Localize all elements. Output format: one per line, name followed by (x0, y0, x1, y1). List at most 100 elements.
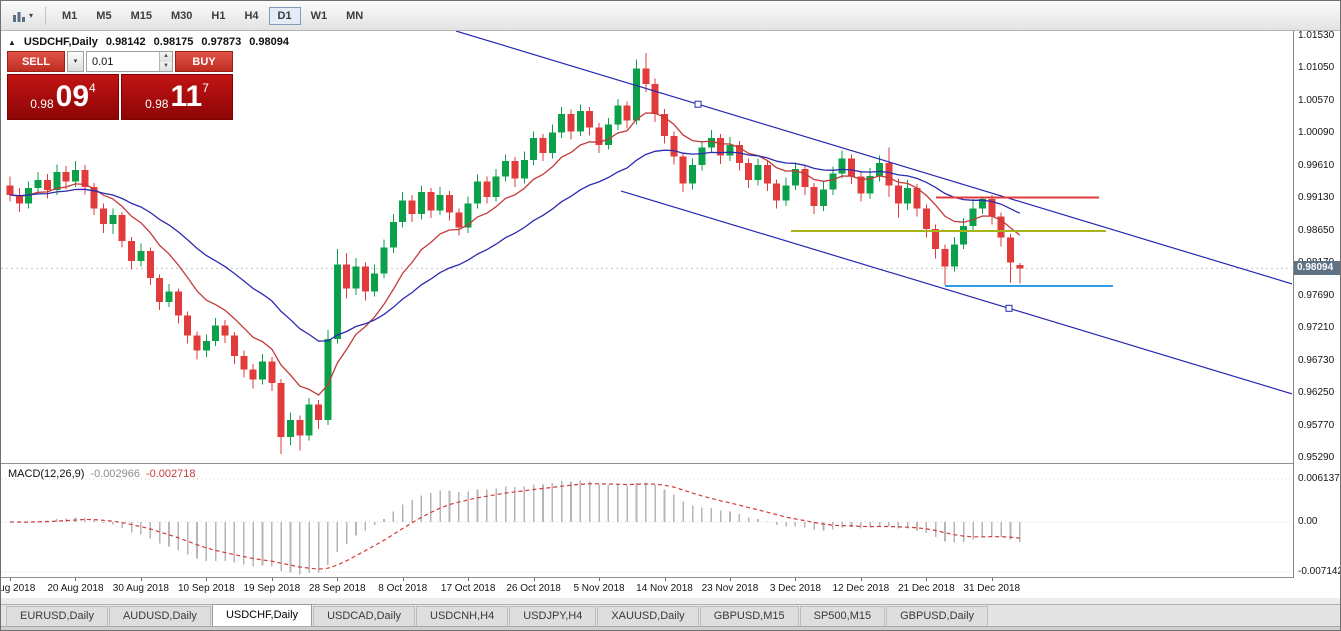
candle (455, 212, 463, 228)
tab-xauusd-daily[interactable]: XAUUSD,Daily (597, 606, 699, 626)
price-chart-canvas[interactable] (1, 31, 1292, 463)
timeframe-toolbar: ▾ M1 M5 M15 M30 H1 H4 D1 W1 MN (1, 1, 1340, 31)
tab-gbpusd-daily[interactable]: GBPUSD,Daily (886, 606, 989, 626)
tab-usdcad-daily[interactable]: USDCAD,Daily (313, 606, 416, 626)
chart-area: ▲ USDCHF,Daily 0.98142 0.98175 0.97873 0… (1, 30, 1340, 598)
candle (165, 291, 173, 302)
volume-decrease-button[interactable]: ▼ (159, 61, 172, 71)
candle (782, 185, 790, 201)
price-axis-label: 0.97690 (1298, 289, 1335, 301)
channel-trendline (455, 31, 1292, 285)
candle (53, 171, 61, 191)
date-tick (860, 578, 862, 581)
sell-button[interactable]: SELL (7, 51, 65, 72)
buy-price-box[interactable]: 0.98 11 7 (121, 74, 233, 120)
date-axis[interactable]: 8 Aug 2018 20 Aug 2018 30 Aug 2018 10 Sep 2… (1, 578, 1340, 598)
candle (502, 161, 510, 177)
chart-ohlc-header: ▲ USDCHF,Daily 0.98142 0.98175 0.97873 0… (8, 36, 289, 48)
candle (763, 165, 771, 184)
candle (773, 183, 781, 201)
sell-price-pip: 4 (89, 81, 96, 95)
chart-bars-icon (13, 11, 25, 22)
date-tick (664, 578, 666, 581)
date-tick (271, 578, 273, 581)
candle (100, 208, 107, 225)
candle (118, 215, 126, 241)
timeframe-button-m30[interactable]: M30 (170, 10, 193, 22)
price-axis-label: 0.98650 (1298, 224, 1335, 236)
timeframe-button-h4[interactable]: H4 (244, 10, 259, 22)
date-tick (402, 578, 404, 581)
timeframe-buttons: M1 M5 M15 M30 H1 H4 D1 W1 MN (53, 6, 373, 25)
candle (670, 136, 678, 157)
date-tick (468, 578, 470, 581)
chart-symbol-label: USDCHF,Daily (23, 36, 98, 48)
timeframe-button-d1[interactable]: D1 (268, 7, 301, 25)
price-axis-label: 1.00570 (1298, 94, 1335, 106)
tab-usdcnh-h4[interactable]: USDCNH,H4 (416, 606, 509, 626)
tab-audusd-daily[interactable]: AUDUSD,Daily (108, 606, 211, 626)
chart-macd-separator[interactable] (1, 463, 1340, 464)
candle (137, 251, 145, 262)
price-axis[interactable]: 1.01530 1.01050 1.00570 1.00090 0.99610 0.991… (1293, 30, 1340, 578)
candle (679, 156, 687, 184)
candle (932, 228, 940, 250)
date-tick (991, 578, 993, 581)
buy-price-prefix: 0.98 (145, 97, 169, 111)
candle (642, 68, 650, 85)
candle (857, 176, 865, 194)
candle (754, 165, 762, 181)
candle (268, 361, 276, 383)
candle (71, 169, 79, 182)
candle (876, 163, 884, 176)
date-axis-label: 5 Nov 2018 (573, 583, 625, 594)
candle (305, 404, 313, 436)
macd-signal-line (9, 483, 1020, 570)
candle (904, 188, 912, 204)
buy-button[interactable]: BUY (175, 51, 233, 72)
timeframe-button-m1[interactable]: M1 (62, 10, 78, 22)
toolbar-separator (45, 6, 47, 25)
candle (885, 163, 893, 186)
candle (586, 111, 594, 128)
tab-gbpusd-m15[interactable]: GBPUSD,M15 (699, 606, 799, 626)
timeframe-button-w1[interactable]: W1 (310, 10, 328, 22)
channel-trendline (620, 190, 1292, 395)
tab-usdchf-daily[interactable]: USDCHF,Daily (211, 604, 313, 626)
candle (726, 144, 734, 156)
candle (530, 138, 538, 160)
chevron-down-icon: ▾ (29, 11, 34, 20)
volume-input[interactable] (86, 51, 173, 72)
timeframe-button-m15[interactable]: M15 (130, 10, 152, 22)
tab-eurusd-daily[interactable]: EURUSD,Daily (6, 606, 108, 626)
candle (595, 127, 603, 145)
chart-period-dropdown[interactable]: ▾ (7, 7, 38, 25)
order-options-dropdown[interactable]: ▾ (67, 51, 84, 72)
timeframe-button-mn[interactable]: MN (346, 10, 364, 22)
candle (997, 216, 1005, 238)
candle (277, 382, 285, 438)
candle (950, 244, 958, 267)
date-axis-label: 12 Dec 2018 (832, 583, 890, 594)
collapse-panel-icon[interactable]: ▲ (8, 37, 16, 47)
candle (230, 335, 238, 356)
macd-indicator-canvas[interactable] (1, 464, 1292, 577)
candle (380, 247, 388, 274)
candle (436, 194, 444, 211)
volume-increase-button[interactable]: ▲ (159, 52, 172, 62)
date-tick (926, 578, 928, 581)
candle (978, 198, 986, 209)
ohlc-low: 0.97873 (201, 36, 242, 48)
price-axis-label: 0.99610 (1298, 159, 1335, 171)
tab-sp500-m15[interactable]: SP500,M15 (799, 606, 886, 626)
timeframe-button-m5[interactable]: M5 (96, 10, 112, 22)
sell-price-box[interactable]: 0.98 09 4 (7, 74, 119, 120)
tab-usdjpy-h4[interactable]: USDJPY,H4 (509, 606, 597, 626)
price-axis-label: 0.97210 (1298, 322, 1335, 334)
macd-timeaxis-separator (1, 577, 1340, 578)
candle (240, 355, 248, 370)
date-tick (533, 578, 535, 581)
timeframe-button-h1[interactable]: H1 (211, 10, 226, 22)
candle (819, 189, 827, 206)
